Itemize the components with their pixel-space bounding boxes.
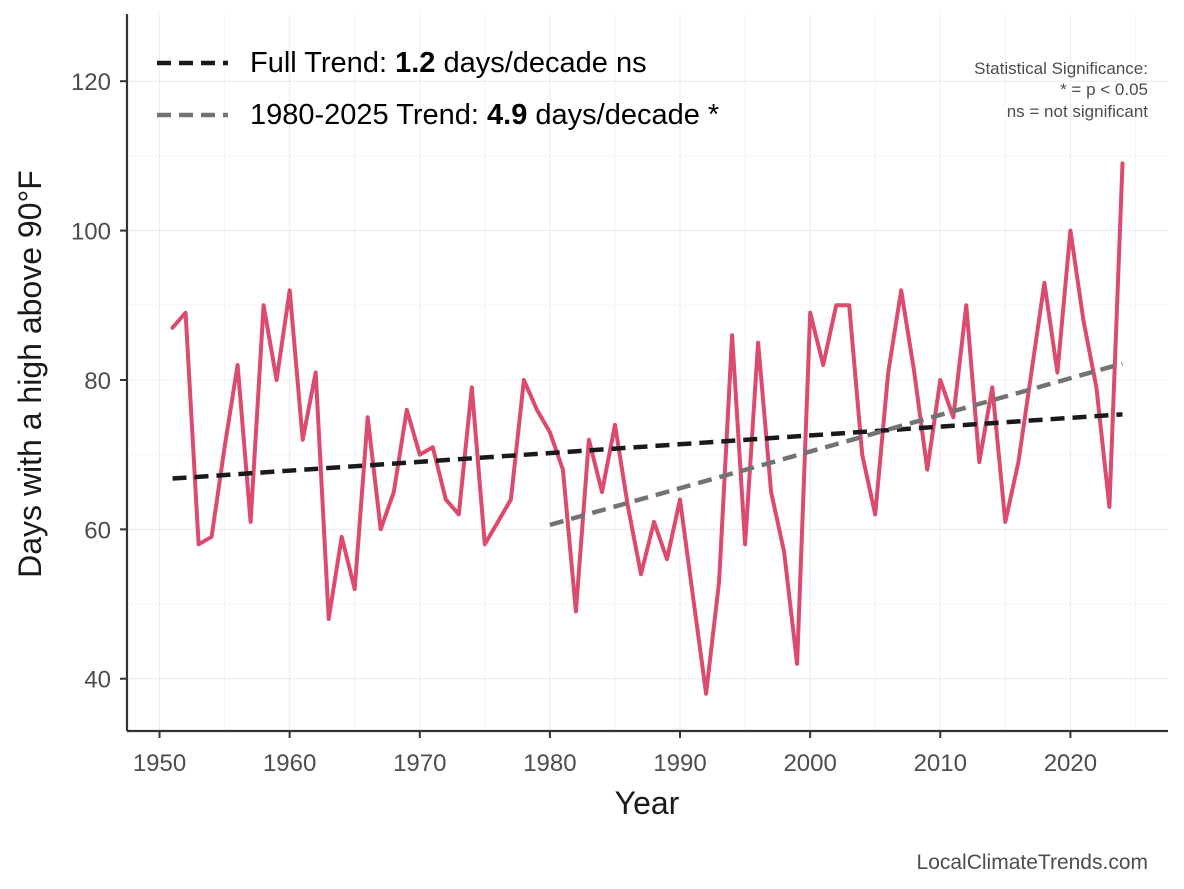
series-layer (170, 161, 1125, 696)
legend-entry-1980-trend: 1980-2025 Trend: 4.9 days/decade * (250, 99, 719, 131)
significance-note-title: Statistical Significance: (974, 59, 1148, 78)
x-tick-label: 1990 (653, 750, 706, 777)
x-tick-label: 2020 (1044, 750, 1097, 777)
source-credit: LocalClimateTrends.com (917, 851, 1148, 874)
axis-layer: 1950 1960 1970 1980 1990 2000 2010 2020 40 60 80 10… (71, 14, 1168, 777)
x-tick-label: 1960 (263, 750, 316, 777)
x-tick-label: 2000 (783, 750, 836, 777)
y-axis-title: Days with a high above 90°F (12, 170, 48, 578)
y-tick-label: 80 (84, 368, 111, 395)
legend-full-suffix: days/decade ns (435, 47, 646, 79)
significance-note-ns: ns = not significant (1007, 102, 1149, 121)
legend-full-prefix: Full Trend: (250, 47, 395, 79)
y-tick-label: 100 (71, 219, 111, 246)
y-tick-label: 60 (84, 517, 111, 544)
x-tick-label: 1950 (133, 750, 186, 777)
legend-entry-full-trend: Full Trend: 1.2 days/decade ns (250, 47, 647, 79)
x-axis-title: Year (615, 785, 680, 821)
legend: Full Trend: 1.2 days/decade ns 1980-2025… (157, 47, 719, 131)
x-tick-label: 1980 (523, 750, 576, 777)
grid-layer (127, 14, 1168, 731)
trend-line-full (172, 412, 1123, 481)
y-tick-label: 120 (71, 69, 111, 96)
significance-note: Statistical Significance: * = p < 0.05 n… (974, 59, 1148, 121)
legend-full-rate: 1.2 (395, 47, 435, 79)
legend-1980-rate: 4.9 (487, 99, 527, 131)
legend-1980-suffix: days/decade * (527, 99, 719, 131)
y-tick-label: 40 (84, 667, 111, 694)
significance-note-star: * = p < 0.05 (1060, 80, 1148, 99)
x-tick-label: 1970 (393, 750, 446, 777)
trend-line-1980-2025 (549, 361, 1124, 528)
series-line-days-above-90 (170, 161, 1125, 696)
legend-1980-prefix: 1980-2025 Trend: (250, 99, 487, 131)
x-tick-label: 2010 (914, 750, 967, 777)
